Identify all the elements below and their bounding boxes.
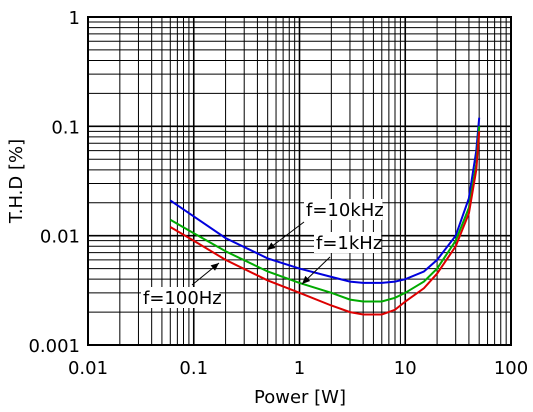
arrow-head bbox=[302, 275, 311, 284]
y-tick-label: 1 bbox=[69, 8, 80, 29]
x-axis-label: Power [W] bbox=[254, 387, 346, 408]
annotation-f100hz: f=100Hz bbox=[141, 262, 222, 309]
annotation-bg bbox=[314, 232, 382, 253]
y-axis-label: T.H.D [%] bbox=[6, 139, 27, 224]
arrow-head bbox=[210, 263, 219, 271]
x-tick-label: 10 bbox=[394, 358, 417, 379]
y-tick-labels: 0.001 0.01 0.1 1 bbox=[28, 8, 80, 357]
series-line-f100hz bbox=[169, 131, 481, 316]
series-line-f10khz bbox=[169, 117, 481, 284]
series-layer bbox=[169, 117, 481, 316]
y-tick-label: 0.01 bbox=[40, 227, 80, 248]
x-tick-label: 0.01 bbox=[68, 358, 108, 379]
annotation-label: f=1kHz bbox=[316, 233, 382, 254]
x-tick-label: 0.1 bbox=[179, 358, 208, 379]
y-tick-label: 0.1 bbox=[51, 117, 80, 138]
arrow-head bbox=[267, 242, 276, 250]
x-tick-label: 1 bbox=[294, 358, 305, 379]
annotation-layer: f=10kHz f=1kHz f=100Hz bbox=[141, 199, 384, 309]
x-tick-labels: 0.01 0.1 1 10 100 bbox=[68, 358, 528, 379]
annotation-bg bbox=[304, 199, 383, 220]
annotation-f10khz: f=10kHz bbox=[266, 199, 384, 251]
plot-frame bbox=[87, 16, 512, 346]
annotation-f1khz: f=1kHz bbox=[301, 232, 382, 285]
annotation-label: f=10kHz bbox=[306, 200, 384, 221]
annotation-bg bbox=[141, 287, 220, 308]
annotation-label: f=100Hz bbox=[143, 288, 222, 309]
series-line-f1khz bbox=[169, 126, 481, 303]
y-tick-label: 0.001 bbox=[28, 336, 80, 357]
x-tick-label: 100 bbox=[494, 358, 528, 379]
